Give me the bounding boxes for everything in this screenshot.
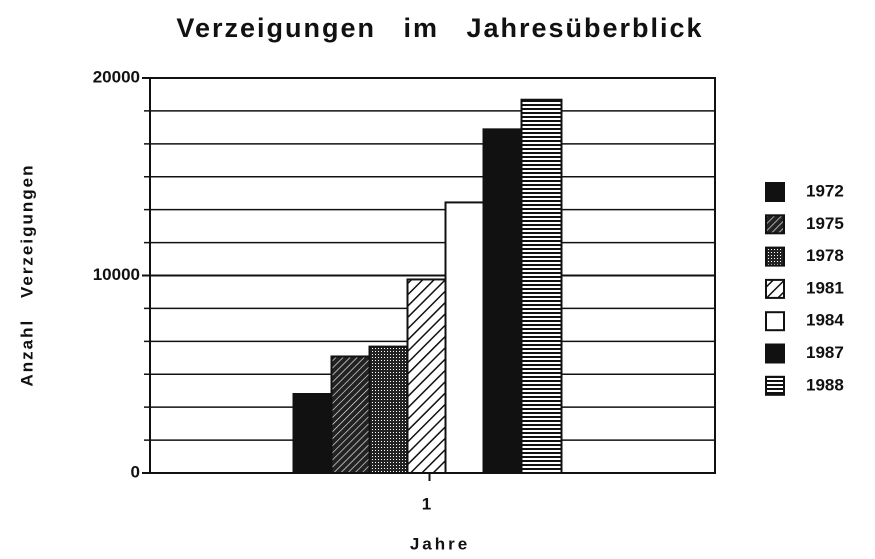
bar: [482, 128, 525, 474]
legend-label: 1988: [806, 375, 844, 394]
legend-swatch: [765, 343, 785, 364]
bar: [444, 201, 487, 475]
legend-label: 1984: [806, 311, 844, 330]
bar: [368, 345, 411, 475]
y-tick-label: 20000: [93, 67, 140, 86]
y-tick-label: 10000: [93, 265, 140, 284]
legend-label: 1972: [806, 181, 844, 200]
bar: [330, 355, 373, 475]
legend-swatch: [765, 278, 785, 299]
legend-swatch: [765, 214, 785, 235]
legend-swatch: [765, 246, 785, 267]
chart-title: Verzeigungen im Jahresüberblick: [176, 13, 703, 43]
legend-swatch: [765, 375, 785, 396]
legend-swatch: [765, 311, 785, 332]
legend-label: 1975: [806, 214, 844, 233]
bar: [292, 393, 335, 474]
y-axis-label: Anzahl Verzeigungen: [17, 164, 36, 387]
y-tick-label: 0: [131, 462, 140, 481]
x-tick-label: 1: [422, 494, 431, 513]
legend-label: 1981: [806, 278, 844, 297]
legend-swatch: [765, 182, 785, 202]
bar: [520, 98, 563, 474]
bar: [406, 278, 449, 475]
legend-label: 1978: [806, 246, 844, 265]
legend-label: 1987: [806, 343, 844, 362]
x-axis-label: Jahre: [410, 534, 470, 553]
